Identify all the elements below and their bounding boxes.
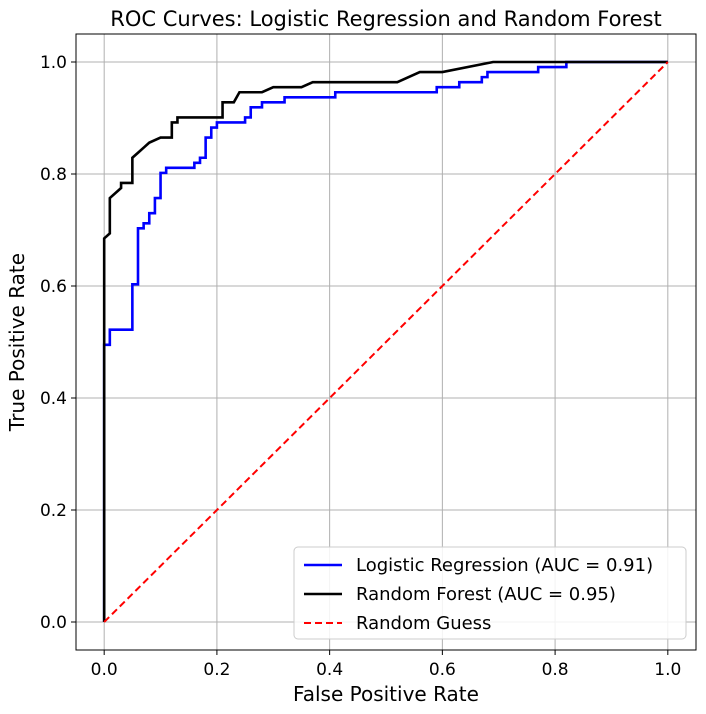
y-tick-label: 1.0: [40, 53, 67, 73]
y-tick-label: 0.0: [40, 613, 67, 633]
legend-label: Random Forest (AUC = 0.95): [356, 584, 616, 605]
legend-label: Random Guess: [356, 613, 491, 634]
axis-ticks: 0.0 0.2 0.4 0.6 0.8 1.0 0.0 0.2 0.4 0.6 0.8 1.0: [40, 53, 681, 680]
y-tick-label: 0.8: [40, 165, 67, 185]
y-tick-label: 0.2: [40, 501, 67, 521]
x-tick-label: 1.0: [654, 660, 681, 680]
grid: [76, 34, 696, 650]
x-tick-label: 0.0: [91, 660, 118, 680]
series-line-1: [102, 60, 668, 622]
chart-title: ROC Curves: Logistic Regression and Rand…: [110, 7, 661, 31]
series-line-0: [102, 60, 668, 622]
series-layer: [102, 60, 669, 623]
x-tick-label: 0.2: [203, 660, 230, 680]
x-tick-label: 0.6: [429, 660, 456, 680]
x-axis-label: False Positive Rate: [293, 682, 479, 706]
x-tick-label: 0.4: [316, 660, 343, 680]
series-line-2: [103, 61, 669, 623]
y-tick-label: 0.6: [40, 277, 67, 297]
y-tick-label: 0.4: [40, 389, 67, 409]
x-tick-label: 0.8: [542, 660, 569, 680]
y-axis-label: True Positive Rate: [5, 253, 29, 432]
legend: Logistic Regression (AUC = 0.91) Random F…: [293, 546, 687, 640]
plot-frame: [75, 33, 697, 651]
legend-label: Logistic Regression (AUC = 0.91): [356, 555, 653, 576]
legend-box: [293, 546, 687, 640]
